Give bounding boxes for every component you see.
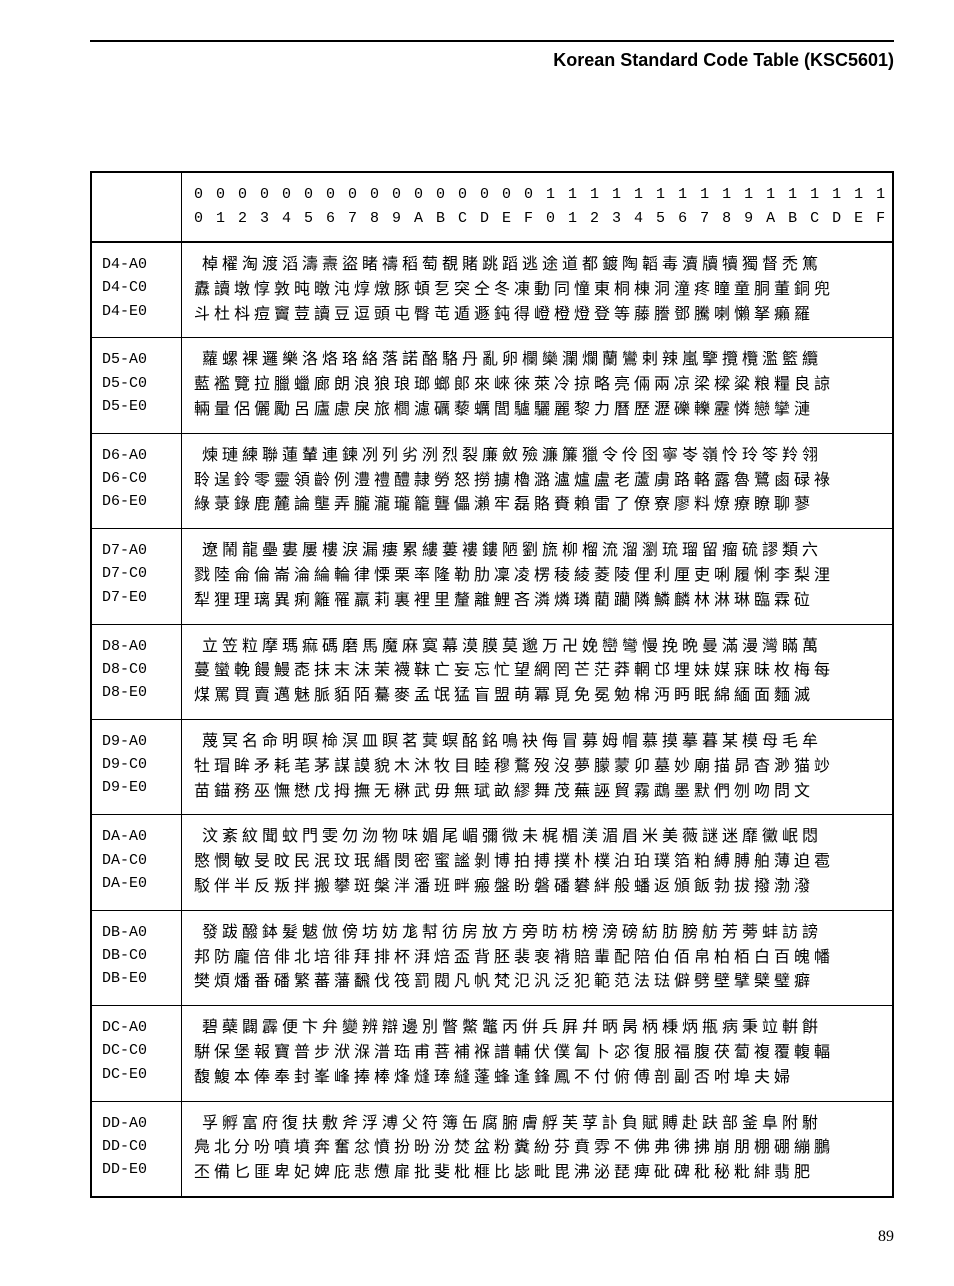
row-label: DD-A0 DD-C0 DD-E0 [92, 1101, 182, 1196]
row-chars: 蘿螺裸邏樂洛烙珞絡落諾酪駱丹亂卵欄欒瀾爛蘭鸞剌辣嵐擥攬欖濫籃纜 藍襤覽拉臘蠟廊朗… [182, 337, 893, 432]
page-number: 89 [90, 1228, 894, 1246]
row-chars: 發跋醱鉢髮魃倣傍坊妨尨幇彷房放方旁昉枋榜滂磅紡肪膀舫芳蒡蚌訪謗 邦防龐倍俳北培徘… [182, 910, 893, 1005]
row-label: DA-A0 DA-C0 DA-E0 [92, 814, 182, 909]
row-chars: 遼鬧龍壘婁屢樓淚漏瘻累縷蔞褸鏤陋劉旒柳榴流溜瀏琉瑠留瘤硫謬類六 戮陸侖倫崙淪綸輪… [182, 528, 893, 623]
row-label: D5-A0 D5-C0 D5-E0 [92, 337, 182, 432]
column-header: 0 0 0 0 0 0 0 0 0 0 0 0 0 0 0 0 1 1 1 1 … [182, 173, 893, 243]
row-label: DC-A0 DC-C0 DC-E0 [92, 1005, 182, 1100]
row-label: D8-A0 D8-C0 D8-E0 [92, 624, 182, 719]
row-label: D9-A0 D9-C0 D9-E0 [92, 719, 182, 814]
page-title: Korean Standard Code Table (KSC5601) [90, 50, 894, 71]
row-label: D7-A0 D7-C0 D7-E0 [92, 528, 182, 623]
row-chars: 煉璉練聯蓮輦連鍊冽列劣洌烈裂廉斂殮濂簾獵令伶囹寧岺嶺怜玲笭羚翎 聆逞鈴零靈領齡例… [182, 433, 893, 528]
row-chars: 棹櫂淘渡滔濤燾盜睹禱稻萄覩賭跳蹈逃途道都鍍陶韜毒瀆牘犢獨督禿篤 纛讀墩惇敦旽暾沌… [182, 243, 893, 337]
row-chars: 孚孵富府復扶敷斧浮溥父符簿缶腐腑膚艀芙莩訃負賦賻赴趺部釜阜附駙 鳧北分吩噴墳奔奮… [182, 1101, 893, 1196]
row-chars: 碧蘗闢霹便卞弁變辨辯邊別瞥鱉鼈丙倂兵屛幷昞昺柄棅炳甁病秉竝輧餠 騈保堡報寶普步洑… [182, 1005, 893, 1100]
row-chars: 汶紊紋聞蚊門雯勿沕物味媚尾嵋彌微未梶楣渼湄眉米美薇謎迷靡黴岷悶 愍憫敏旻旼民泯玟… [182, 814, 893, 909]
header-empty [92, 173, 182, 243]
row-label: DB-A0 DB-C0 DB-E0 [92, 910, 182, 1005]
row-label: D4-A0 D4-C0 D4-E0 [92, 243, 182, 337]
row-label: D6-A0 D6-C0 D6-E0 [92, 433, 182, 528]
row-chars: 立笠粒摩瑪痲碼磨馬魔麻寞幕漠膜莫邈万卍娩巒彎慢挽晩曼滿漫灣瞞萬 蔓蠻輓饅鰻唜抹末… [182, 624, 893, 719]
code-table: 0 0 0 0 0 0 0 0 0 0 0 0 0 0 0 0 1 1 1 1 … [90, 171, 894, 1198]
row-chars: 蔑冥名命明暝椧溟皿瞑茗蓂螟酩銘鳴袂侮冒募姆帽慕摸摹暮某模母毛牟 牡瑁眸矛耗芼茅謀… [182, 719, 893, 814]
